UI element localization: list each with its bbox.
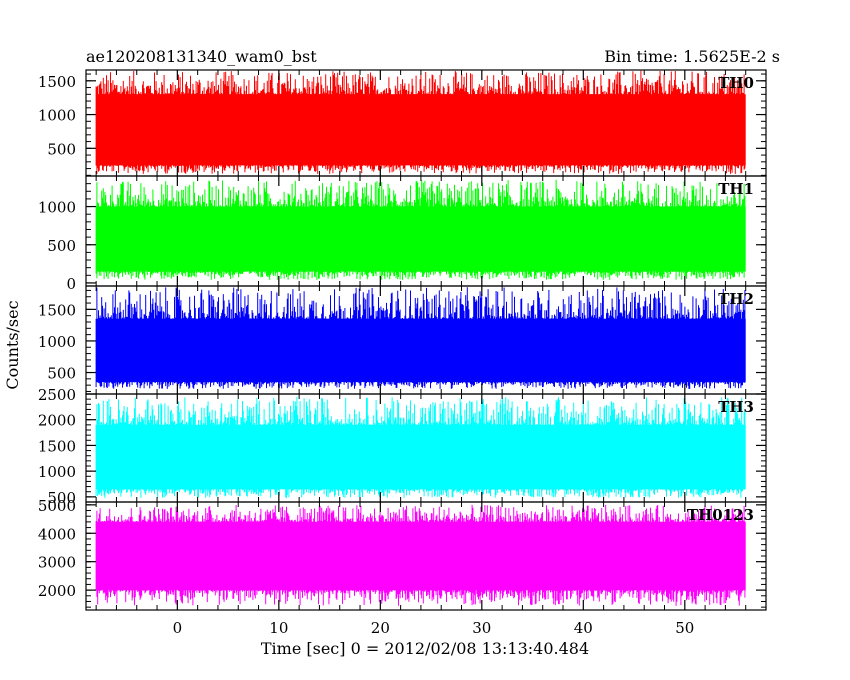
y-tick-label: 0 bbox=[66, 275, 76, 293]
y-tick-label: 1500 bbox=[38, 437, 76, 455]
series-line bbox=[95, 504, 746, 606]
panel-th0: 500 1000 1500 TH0 bbox=[38, 69, 767, 177]
series-line bbox=[95, 396, 746, 498]
y-tick-label: 1500 bbox=[38, 73, 76, 91]
plot-title: ae120208131340_wam0_bst bbox=[86, 47, 317, 66]
y-tick-label: 500 bbox=[47, 365, 76, 383]
x-tick-label: 30 bbox=[472, 619, 491, 637]
series-line bbox=[95, 287, 746, 389]
x-tick-label: 50 bbox=[675, 619, 694, 637]
y-tick-label: 2000 bbox=[38, 582, 76, 600]
panel-name-label: TH0123 bbox=[687, 506, 754, 524]
y-tick-label: 500 bbox=[47, 237, 76, 255]
panel-th0123: 2000 3000 4000 5000 TH0123 bbox=[38, 497, 767, 611]
y-tick-label: 3000 bbox=[38, 554, 76, 572]
series-line bbox=[95, 179, 746, 280]
y-tick-label: 4000 bbox=[38, 525, 76, 543]
y-tick-label: 1000 bbox=[38, 107, 76, 125]
x-axis: 0 10 20 30 40 50 bbox=[173, 619, 695, 637]
bin-time-label: Bin time: 1.5625E-2 s bbox=[604, 47, 780, 66]
panel-name-label: TH1 bbox=[718, 180, 754, 198]
x-tick-label: 40 bbox=[574, 619, 593, 637]
panel-th3: 500 1000 1500 2000 2500 TH3 bbox=[38, 386, 767, 507]
x-axis-label: Time [sec] 0 = 2012/02/08 13:13:40.484 bbox=[261, 639, 589, 658]
y-tick-label: 1000 bbox=[38, 199, 76, 217]
panel-name-label: TH0 bbox=[718, 74, 754, 92]
panel-name-label: TH2 bbox=[718, 290, 754, 308]
panel-th2: 500 1000 1500 TH2 bbox=[38, 285, 767, 395]
y-tick-label: 1500 bbox=[38, 301, 76, 319]
x-tick-label: 20 bbox=[371, 619, 390, 637]
y-tick-label: 1000 bbox=[38, 463, 76, 481]
y-tick-label: 2500 bbox=[38, 386, 76, 404]
panel-th1: 0 500 1000 TH1 bbox=[38, 175, 767, 293]
panel-name-label: TH3 bbox=[718, 398, 754, 416]
series-line bbox=[95, 70, 746, 174]
y-axis-label: Counts/sec bbox=[3, 300, 22, 389]
y-tick-label: 5000 bbox=[38, 497, 76, 515]
y-tick-label: 500 bbox=[47, 489, 76, 507]
y-tick-label: 500 bbox=[47, 140, 76, 158]
x-tick-label: 10 bbox=[269, 619, 288, 637]
y-tick-label: 1000 bbox=[38, 333, 76, 351]
x-tick-label: 0 bbox=[173, 619, 183, 637]
y-tick-label: 2000 bbox=[38, 412, 76, 430]
